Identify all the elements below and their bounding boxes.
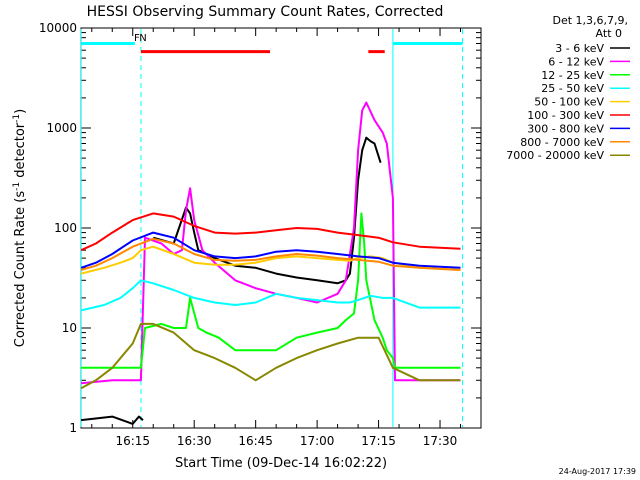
x-axis-label: Start Time (09-Dec-14 16:02:22) [175, 456, 387, 471]
observing-markers [80, 29, 464, 427]
legend-label: 25 - 50 keV [541, 82, 604, 95]
series-line [80, 237, 461, 271]
legend-label: 12 - 25 keV [541, 69, 604, 82]
footer-timestamp: 24-Aug-2017 17:39 [559, 467, 636, 476]
legend-label: 300 - 800 keV [527, 122, 604, 135]
y-axis-label-mid: detector [13, 122, 28, 182]
series-line [80, 212, 461, 252]
legend-label: 3 - 6 keV [555, 42, 604, 55]
x-tick-label: 17:15 [361, 434, 396, 448]
flag-label: N [139, 33, 146, 44]
series-lines [80, 101, 461, 425]
y-tick-label: 1 [69, 421, 77, 435]
y-axis-label-main: Corrected Count Rate (s [13, 191, 28, 348]
legend-label: 800 - 7000 keV [520, 136, 604, 149]
series-line [80, 322, 461, 390]
y-tick-label: 1000 [46, 121, 77, 135]
y-axis-label-sup2: -1 [12, 114, 22, 123]
legend-label: 6 - 12 keV [548, 55, 604, 68]
series-line [80, 245, 461, 275]
y-axis-label-sup1: -1 [12, 182, 22, 191]
y-tick-label: 10000 [39, 21, 77, 35]
legend-label: 50 - 100 keV [534, 96, 604, 109]
series-line [81, 212, 461, 369]
x-tick-label: 16:15 [115, 434, 150, 448]
x-tick-label: 16:45 [238, 434, 273, 448]
y-tick-label: 10 [62, 321, 77, 335]
x-tick-label: 17:30 [423, 434, 458, 448]
series-line [80, 231, 461, 269]
legend-label: 100 - 300 keV [527, 109, 604, 122]
x-tick-label: 16:30 [177, 434, 212, 448]
legend-label: 7000 - 20000 keV [506, 149, 604, 162]
axis-ticks: 16:15 16:30 16:45 17:00 17:15 17:30 1 10 100 1000… [39, 21, 482, 448]
flag-label: F [134, 33, 140, 44]
svg-text:Corrected Count Rate (s-1 dete: Corrected Count Rate (s-1 detector-1) [12, 109, 28, 347]
legend-header-line1: Det 1,3,6,7,9, [552, 14, 628, 27]
y-axis-label: Corrected Count Rate (s-1 detector-1) [12, 109, 28, 347]
series-line [80, 279, 461, 312]
y-tick-label: 100 [54, 221, 77, 235]
series-line [81, 101, 461, 385]
chart-title: HESSI Observing Summary Count Rates, Cor… [87, 4, 444, 20]
legend-header-line2: Att 0 [596, 27, 622, 40]
x-tick-label: 17:00 [300, 434, 335, 448]
y-axis-label-end: ) [13, 109, 28, 114]
